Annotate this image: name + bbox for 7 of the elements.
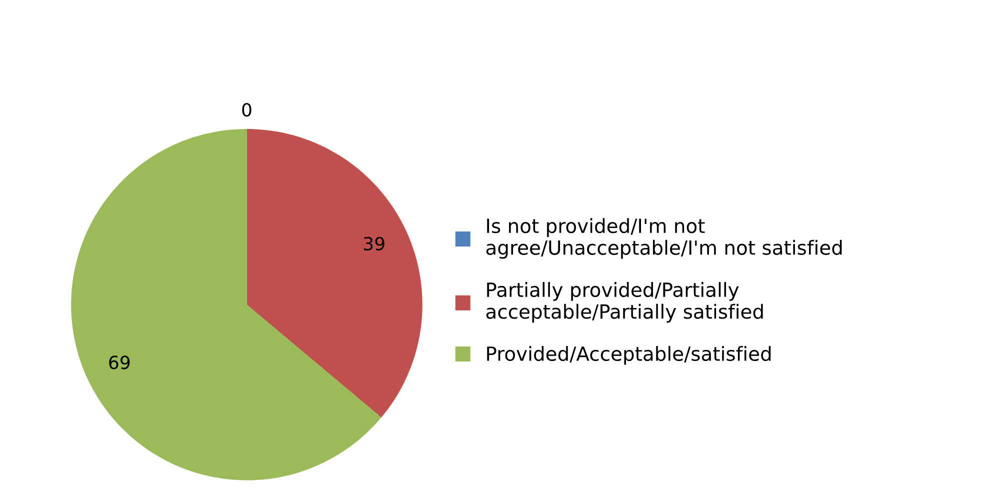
- data-label: 39: [364, 236, 384, 250]
- pie-slice: [246, 128, 422, 418]
- text: 0: [242, 103, 252, 117]
- data-label: 69: [109, 356, 130, 370]
- legend-label: Provided/Acceptable/satisfied: [487, 346, 771, 365]
- legend-label: Is not provided/I'm not agree/Unacceptable/I'm not satisfied: [486, 218, 842, 259]
- legend-label: Partially provided/Partially acceptable/Partially satisfied: [486, 282, 763, 323]
